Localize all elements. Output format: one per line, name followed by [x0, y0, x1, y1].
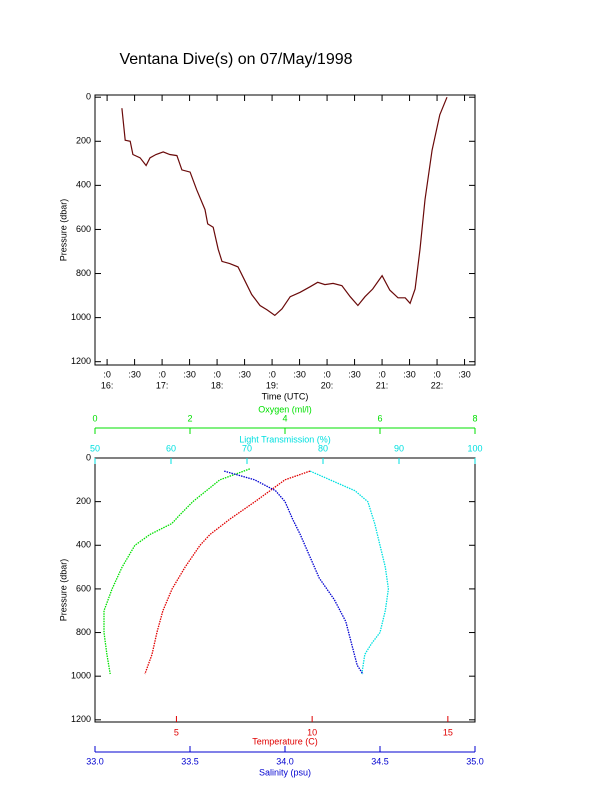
profile-line: [144, 470, 311, 675]
x-tick-label: :0: [268, 369, 276, 379]
y-tick-label: 1000: [71, 312, 91, 322]
y-tick-label: 600: [76, 224, 91, 234]
x-hour-label: 18:: [211, 380, 224, 390]
x-tick-label: 90: [394, 443, 404, 453]
x-tick-label: 60: [166, 443, 176, 453]
x-tick-label: 5: [174, 727, 179, 737]
x-tick-label: :0: [433, 369, 441, 379]
x-tick-label: :30: [458, 369, 471, 379]
y-tick-label: 200: [76, 136, 91, 146]
plot-frame: [94, 94, 476, 366]
x-tick-label: :0: [213, 369, 221, 379]
x-tick-label: 10: [307, 727, 317, 737]
x-tick-label: :0: [103, 369, 111, 379]
x-tick-label: 8: [472, 413, 477, 423]
x-axis-label: Time (UTC): [262, 391, 309, 401]
dive-line: [121, 96, 448, 317]
x-tick-label: :30: [348, 369, 361, 379]
x-tick-label: 33.0: [86, 756, 104, 766]
x-tick-label: :0: [323, 369, 331, 379]
profile-line: [224, 470, 364, 675]
y-tick-label: 0: [86, 92, 91, 102]
x-tick-label: 80: [318, 443, 328, 453]
y-tick-label: 800: [76, 268, 91, 278]
y-tick-label: 600: [76, 583, 91, 593]
x-tick-label: 0: [92, 413, 97, 423]
x-tick-label: :0: [158, 369, 166, 379]
chart-title: Ventana Dive(s) on 07/May/1998: [119, 51, 352, 68]
x-axis-label: Salinity (psu): [259, 767, 311, 777]
y-axis-label: Pressure (dbar): [58, 199, 68, 262]
plot-frame: [94, 457, 476, 723]
x-hour-label: 17:: [156, 380, 169, 390]
x-tick-label: :30: [183, 369, 196, 379]
y-axis-label: Pressure (dbar): [58, 559, 68, 622]
x-tick-label: :30: [128, 369, 141, 379]
y-tick-label: 1000: [71, 671, 91, 681]
x-hour-label: 22:: [431, 380, 444, 390]
y-tick-label: 0: [86, 452, 91, 462]
x-tick-label: 15: [443, 727, 453, 737]
y-tick-label: 1200: [71, 714, 91, 724]
x-axis-label: Temperature (C): [252, 736, 318, 746]
x-tick-label: 70: [242, 443, 252, 453]
x-hour-label: 20:: [321, 380, 334, 390]
y-tick-label: 400: [76, 540, 91, 550]
y-tick-label: 200: [76, 496, 91, 506]
x-tick-label: :30: [403, 369, 416, 379]
x-tick-label: 34.0: [276, 756, 294, 766]
x-hour-label: 16:: [101, 380, 114, 390]
x-tick-label: :30: [238, 369, 251, 379]
profile-line: [309, 470, 390, 675]
x-tick-label: 100: [467, 443, 482, 453]
x-tick-label: :30: [293, 369, 306, 379]
x-tick-label: 34.5: [371, 756, 389, 766]
x-hour-label: 21:: [376, 380, 389, 390]
x-tick-label: :0: [378, 369, 386, 379]
x-tick-label: 6: [377, 413, 382, 423]
x-tick-label: 4: [282, 413, 287, 423]
y-tick-label: 400: [76, 180, 91, 190]
x-tick-label: 2: [187, 413, 192, 423]
x-tick-label: 35.0: [466, 756, 484, 766]
x-axis-label: Oxygen (ml/l): [258, 404, 312, 414]
x-tick-label: 33.5: [181, 756, 199, 766]
y-tick-label: 1200: [71, 356, 91, 366]
x-tick-label: 50: [90, 443, 100, 453]
y-tick-label: 800: [76, 627, 91, 637]
x-axis-label: Light Transmission (%): [239, 434, 331, 444]
x-hour-label: 19:: [266, 380, 279, 390]
